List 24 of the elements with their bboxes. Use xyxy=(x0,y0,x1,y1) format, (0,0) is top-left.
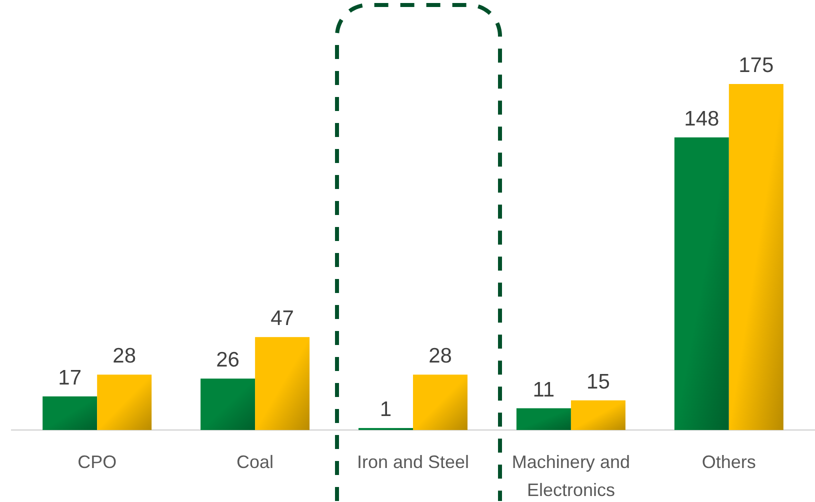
data-label: 148 xyxy=(684,107,720,130)
bar xyxy=(674,137,729,430)
data-label: 28 xyxy=(428,344,452,368)
x-tick-label: Machinery and Electronics xyxy=(512,452,630,500)
data-label: 15 xyxy=(586,370,610,394)
data-label: 47 xyxy=(270,307,294,330)
bar xyxy=(728,84,784,430)
x-tick-label: Others xyxy=(702,452,756,472)
bar xyxy=(570,400,626,430)
data-label: 175 xyxy=(738,54,774,77)
data-label: 11 xyxy=(532,378,555,402)
x-tick-label: Iron and Steel xyxy=(356,452,470,472)
bar xyxy=(255,337,310,430)
bar xyxy=(413,374,468,430)
x-tick-label: Coal xyxy=(236,452,274,472)
data-label: 26 xyxy=(216,348,240,372)
data-label: 17 xyxy=(58,366,82,390)
bar xyxy=(200,378,256,430)
data-label: 28 xyxy=(112,344,136,368)
data-label: 1 xyxy=(380,398,392,422)
bar xyxy=(42,396,98,430)
bar xyxy=(516,408,571,430)
x-tick-label: CPO xyxy=(78,452,117,472)
bar xyxy=(97,374,152,430)
